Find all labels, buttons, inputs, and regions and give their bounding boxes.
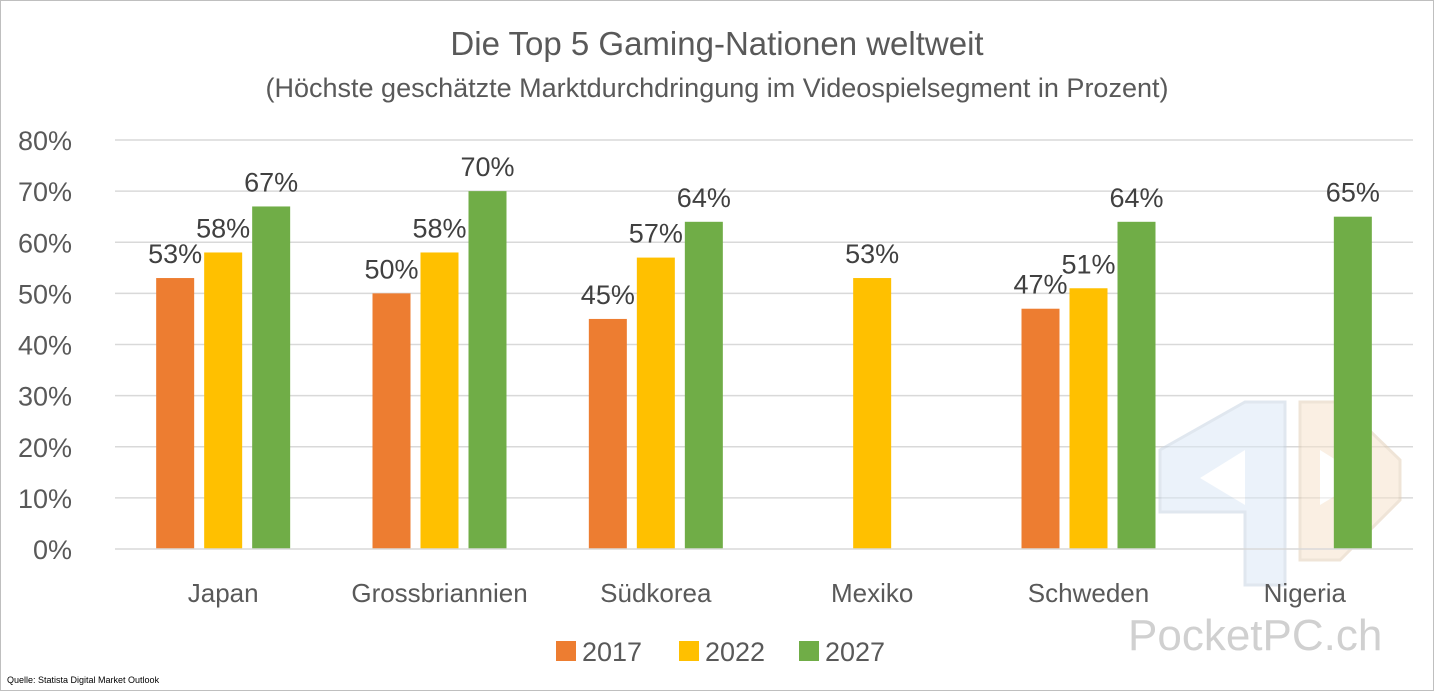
bar-2017-grossbriannien xyxy=(372,293,411,549)
legend-swatch-2017 xyxy=(556,641,576,661)
y-tick-label: 20% xyxy=(18,433,72,463)
data-label: 45% xyxy=(581,280,635,310)
data-label: 58% xyxy=(412,213,466,243)
legend-label-2017: 2017 xyxy=(582,637,642,667)
data-label: 65% xyxy=(1326,178,1380,208)
bars xyxy=(156,191,1372,550)
y-tick-label: 70% xyxy=(18,177,72,207)
data-label: 47% xyxy=(1013,270,1067,300)
y-tick-label: 40% xyxy=(18,331,72,361)
bar-2022-mexiko xyxy=(853,278,892,549)
data-label: 58% xyxy=(196,213,250,243)
bar-2022-schweden xyxy=(1069,288,1108,549)
data-label: 51% xyxy=(1061,249,1115,279)
data-labels: 53%58%67%50%58%70%45%57%64%53%47%51%64% 6… xyxy=(148,152,1380,310)
legend-swatch-2027 xyxy=(799,641,819,661)
x-category-label: Nigeria xyxy=(1264,578,1347,608)
legend-label-2022: 2022 xyxy=(705,637,765,667)
legend: 2017 2022 2027 xyxy=(556,637,885,667)
bar-2022-grossbriannien xyxy=(420,252,459,549)
bar-2017-schweden xyxy=(1021,308,1060,549)
chart-subtitle: (Höchste geschätzte Marktdurchdringung i… xyxy=(266,73,1169,103)
bar-2027-schweden xyxy=(1117,221,1156,550)
bar-2017-südkorea xyxy=(588,318,627,549)
y-tick-label: 60% xyxy=(18,228,72,258)
data-label: 64% xyxy=(677,183,731,213)
y-tick-label: 80% xyxy=(18,126,72,156)
data-label: 64% xyxy=(1109,183,1163,213)
y-axis-ticks: 0% 10% 20% 30% 40% 50% 60% 70% 80% xyxy=(18,126,72,565)
bar-2022-japan xyxy=(204,252,243,549)
bar-2027-nigeria xyxy=(1333,216,1372,549)
y-tick-label: 0% xyxy=(33,535,72,565)
x-category-label: Japan xyxy=(188,578,259,608)
bar-2022-südkorea xyxy=(636,257,675,549)
data-label: 53% xyxy=(148,239,202,269)
source-note: Quelle: Statista Digital Market Outlook xyxy=(7,675,160,685)
data-label: 53% xyxy=(845,239,899,269)
y-tick-label: 10% xyxy=(18,484,72,514)
legend-swatch-2022 xyxy=(679,641,699,661)
data-label: 67% xyxy=(244,167,298,197)
watermark-text: PocketPC.ch xyxy=(1128,611,1382,660)
bar-2027-japan xyxy=(252,206,291,549)
data-label: 70% xyxy=(460,152,514,182)
data-label: 50% xyxy=(364,254,418,284)
bar-2017-japan xyxy=(156,278,195,549)
x-category-label: Schweden xyxy=(1028,578,1149,608)
y-tick-label: 50% xyxy=(18,279,72,309)
data-label: 57% xyxy=(629,219,683,249)
y-tick-label: 30% xyxy=(18,382,72,412)
x-category-label: Mexiko xyxy=(831,578,913,608)
x-category-label: Südkorea xyxy=(600,578,712,608)
x-category-label: Grossbriannien xyxy=(351,578,527,608)
legend-label-2027: 2027 xyxy=(825,637,885,667)
chart-title: Die Top 5 Gaming-Nationen weltweit xyxy=(450,25,983,62)
x-axis-categories: Japan Grossbriannien Südkorea Mexiko Schwede… xyxy=(188,578,1347,608)
bar-2027-südkorea xyxy=(684,221,723,550)
bar-2027-grossbriannien xyxy=(468,191,507,549)
